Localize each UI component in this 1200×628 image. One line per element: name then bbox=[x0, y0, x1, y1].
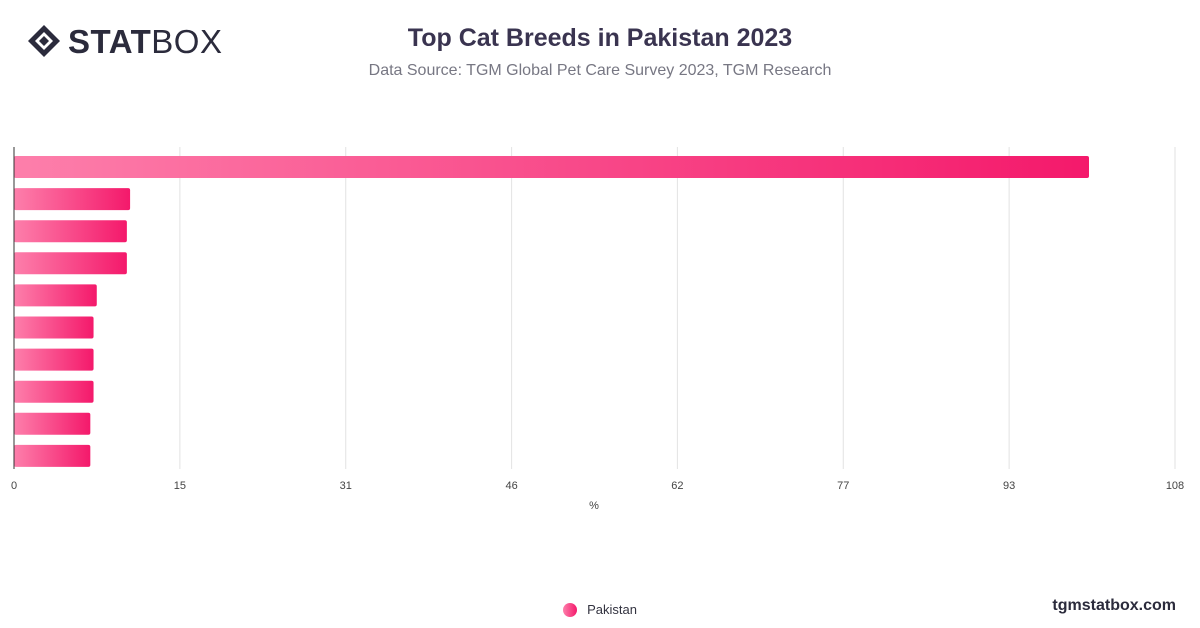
bar[interactable] bbox=[14, 284, 97, 307]
x-tick-label: 15 bbox=[174, 480, 186, 492]
bar[interactable] bbox=[14, 316, 94, 339]
legend-label-pakistan: Pakistan bbox=[587, 602, 637, 617]
x-tick-label: 0 bbox=[11, 480, 17, 492]
x-tick-label: 93 bbox=[1003, 480, 1015, 492]
statbox-logo: STATBOX bbox=[26, 22, 222, 60]
chart-subtitle: Data Source: TGM Global Pet Care Survey … bbox=[368, 62, 832, 79]
logo-wordmark-bold: STAT bbox=[68, 22, 152, 60]
statbox-diamond-icon bbox=[28, 25, 60, 57]
bar[interactable] bbox=[14, 156, 1089, 178]
bars bbox=[14, 156, 1089, 467]
site-url: tgmstatbox.com bbox=[1052, 597, 1176, 614]
bar[interactable] bbox=[14, 412, 91, 435]
x-tick-label: 108 bbox=[1166, 480, 1184, 492]
bar[interactable] bbox=[14, 348, 94, 371]
x-tick-label: 62 bbox=[671, 480, 683, 492]
x-axis-label: % bbox=[589, 500, 599, 512]
grid-lines bbox=[179, 147, 1176, 469]
logo-wordmark-light: BOX bbox=[151, 22, 223, 60]
bar[interactable] bbox=[14, 444, 91, 467]
x-tick-label: 77 bbox=[837, 480, 849, 492]
chart-title: Top Cat Breeds in Pakistan 2023 bbox=[407, 24, 793, 52]
bar[interactable] bbox=[14, 188, 131, 211]
tick-labels: 0 15 31 46 62 77 93 108 bbox=[11, 480, 1184, 492]
logo-wordmark: STATBOX bbox=[68, 25, 222, 58]
legend: Pakistan bbox=[0, 602, 1200, 617]
legend-swatch bbox=[563, 602, 578, 617]
x-tick-label: 31 bbox=[340, 480, 352, 492]
bar[interactable] bbox=[14, 220, 127, 243]
bar[interactable] bbox=[14, 380, 94, 403]
x-tick-label: 46 bbox=[505, 480, 517, 492]
bar[interactable] bbox=[14, 252, 127, 275]
